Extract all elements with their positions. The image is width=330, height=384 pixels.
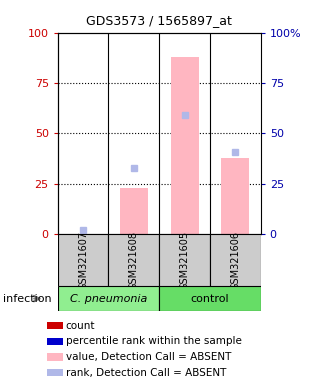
- Text: value, Detection Call = ABSENT: value, Detection Call = ABSENT: [66, 352, 231, 362]
- Text: GSM321607: GSM321607: [78, 231, 88, 290]
- FancyBboxPatch shape: [159, 286, 261, 311]
- Text: rank, Detection Call = ABSENT: rank, Detection Call = ABSENT: [66, 367, 226, 377]
- Bar: [120, 188, 148, 234]
- Text: count: count: [66, 321, 95, 331]
- FancyBboxPatch shape: [159, 234, 210, 286]
- Text: GSM321605: GSM321605: [180, 231, 190, 290]
- Text: percentile rank within the sample: percentile rank within the sample: [66, 336, 242, 346]
- Bar: [47, 353, 63, 361]
- Text: control: control: [191, 293, 229, 304]
- FancyBboxPatch shape: [58, 286, 159, 311]
- FancyBboxPatch shape: [58, 234, 109, 286]
- Bar: [47, 338, 63, 345]
- Text: C. pneumonia: C. pneumonia: [70, 293, 147, 304]
- FancyBboxPatch shape: [210, 234, 261, 286]
- Bar: [47, 322, 63, 329]
- Bar: [221, 158, 249, 234]
- Bar: [47, 369, 63, 376]
- FancyBboxPatch shape: [109, 234, 159, 286]
- Text: GSM321608: GSM321608: [129, 231, 139, 290]
- Bar: [171, 57, 199, 234]
- Text: infection: infection: [3, 293, 52, 304]
- Text: GDS3573 / 1565897_at: GDS3573 / 1565897_at: [86, 14, 232, 27]
- Text: GSM321606: GSM321606: [230, 231, 240, 290]
